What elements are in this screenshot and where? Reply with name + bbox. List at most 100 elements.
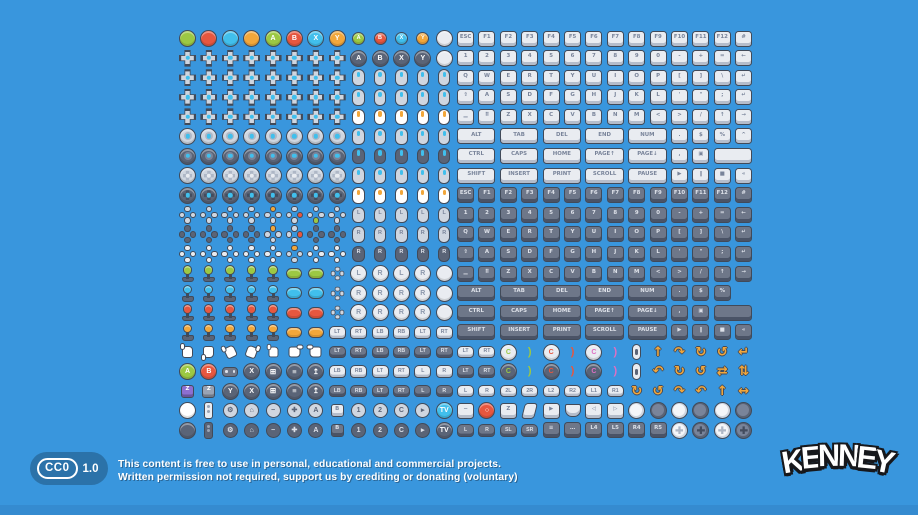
- keyboard-key-dark-icon: [713, 304, 753, 321]
- microphone-icon: [628, 343, 645, 361]
- face-buttons-icon: [329, 285, 346, 302]
- keyboard-key-icon: [713, 148, 753, 165]
- c-button-icon: C: [499, 363, 517, 381]
- joystick-icon: [265, 304, 282, 322]
- z-button-icon: Z: [200, 383, 217, 400]
- gamepad-button-icon: Y: [328, 30, 346, 47]
- wii-button-icon: A: [307, 422, 324, 439]
- dpad-round-icon: [264, 167, 282, 185]
- dpad-round-icon: [179, 167, 196, 185]
- shoulder-button-icon: R2: [564, 383, 582, 400]
- wii-button-icon: 2: [372, 422, 389, 439]
- pill-button-icon: [307, 324, 324, 341]
- joystick-icon: [243, 323, 260, 341]
- gamepad-button-icon: Y: [414, 30, 431, 47]
- keyboard-key-dark-icon: 1: [457, 206, 475, 223]
- face-buttons-icon: [242, 205, 261, 224]
- keyboard-key-icon: 3: [499, 50, 517, 67]
- hand-gesture-icon: [222, 344, 239, 361]
- keyboard-key-icon: 0: [649, 50, 667, 67]
- wii-button-icon: ⚙: [222, 422, 239, 439]
- keyboard-key-icon: TAB: [499, 128, 539, 145]
- system-button-icon: ↥: [307, 382, 325, 400]
- keyboard-key-dark-icon: G: [564, 246, 582, 263]
- gamepad-button-icon: [435, 30, 453, 47]
- keyboard-key-icon: F1: [478, 30, 496, 47]
- c-button-icon: C: [585, 363, 603, 381]
- keyboard-key-icon: <: [649, 108, 667, 125]
- keyboard-key-icon: PAUSE: [628, 167, 667, 184]
- keyboard-key-dark-icon: F11: [692, 187, 710, 204]
- sprite-row: ESC F1 F2 F3 F4 F5 F6 F7 F8 F9 F10 F11 F12 #: [179, 186, 753, 204]
- keyboard-key-icon: L: [649, 89, 667, 106]
- keyboard-key-dark-icon: I: [606, 226, 624, 243]
- c-stick-bracket-icon: ): [570, 345, 575, 358]
- analog-stick-icon: [328, 147, 346, 165]
- motion-arrow-icon: ↻: [695, 344, 707, 360]
- keyboard-key-icon: X: [521, 108, 539, 125]
- keyboard-key-dark-icon: DEL: [542, 285, 582, 302]
- keyboard-key-dark-icon: ⇧: [457, 246, 475, 263]
- analog-stick-icon: [328, 127, 346, 145]
- mouse-icon: [414, 167, 431, 184]
- face-buttons-icon: [200, 245, 218, 263]
- mouse-icon: [350, 69, 367, 86]
- keyboard-key-dark-icon: ▶: [670, 324, 688, 341]
- gamepad-button-icon: [221, 30, 239, 47]
- keyboard-key-dark-icon: V: [564, 265, 582, 282]
- gamepad-button-icon: R: [392, 304, 410, 322]
- cc0-version: 1.0: [82, 462, 99, 475]
- keyboard-key-dark-icon: ↵: [735, 246, 753, 263]
- mouse-icon: [436, 147, 453, 165]
- gamepad-button-icon: TV: [435, 402, 453, 420]
- bottom-strip: [0, 505, 918, 515]
- mouse-icon: [372, 128, 389, 145]
- dpad-icon: [200, 88, 218, 106]
- shoulder-button-icon: RT: [478, 363, 496, 380]
- keyboard-key-dark-icon: ↵: [735, 226, 753, 243]
- keyboard-key-dark-icon: L: [649, 246, 667, 263]
- joystick-icon: [222, 323, 239, 341]
- keyboard-key-icon: PAGE↑: [585, 148, 624, 165]
- analog-stick-icon: [285, 127, 303, 145]
- gamepad-button-icon: R: [414, 265, 432, 283]
- mouse-icon: L: [350, 206, 367, 224]
- hand-gesture-icon: [200, 344, 217, 361]
- dpad-icon: [179, 69, 196, 87]
- keyboard-key-icon: ■: [713, 167, 731, 184]
- keyboard-key-dark-icon: U: [585, 226, 603, 243]
- small-key-icon: B: [329, 402, 346, 419]
- keyboard-key-icon: U: [585, 69, 603, 86]
- analog-stick-icon: [285, 147, 303, 165]
- gamepad-button-icon: A: [179, 363, 196, 381]
- sprite-row: R R R R CTRL CAPS HOME PAGE↑ PAGE↓, ▣: [179, 304, 753, 322]
- c-stick-bracket-icon: ): [570, 365, 575, 378]
- shoulder-button-icon: LB: [328, 383, 346, 400]
- mouse-icon: L: [436, 206, 453, 224]
- keyboard-key-dark-icon: K: [628, 246, 646, 263]
- mouse-icon: [393, 167, 410, 184]
- gamepad-button-icon: B: [372, 30, 389, 47]
- system-button-icon: ⊞: [264, 363, 282, 381]
- keyboard-key-dark-icon: \: [713, 226, 731, 243]
- kenney-logo-letter: N: [818, 437, 839, 474]
- analog-stick-icon: [264, 147, 282, 165]
- pill-button-icon: [286, 285, 303, 302]
- keyboard-key-icon: DEL: [542, 128, 582, 145]
- trackball-cross-icon: [735, 421, 753, 439]
- keyboard-key-icon: ▁: [457, 108, 475, 125]
- keyboard-key-icon: 8: [606, 50, 624, 67]
- wii-button-icon: 2: [372, 402, 389, 419]
- keyboard-key-icon: T: [542, 69, 560, 86]
- shoulder-button-icon: L: [414, 363, 432, 380]
- keyboard-key-icon: A: [478, 89, 496, 106]
- joystick-icon: [179, 265, 196, 283]
- keyboard-key-dark-icon: Z: [499, 265, 517, 282]
- motion-arrow-icon: ↑: [652, 344, 664, 360]
- face-buttons-icon: [328, 205, 346, 224]
- keyboard-key-icon: ‖: [692, 167, 710, 184]
- gamepad-button-icon: B: [200, 363, 218, 381]
- shoulder-button-icon: RB: [392, 344, 410, 361]
- shoulder-button-icon: 2R: [521, 383, 539, 400]
- keyboard-key-dark-icon: «: [735, 324, 753, 341]
